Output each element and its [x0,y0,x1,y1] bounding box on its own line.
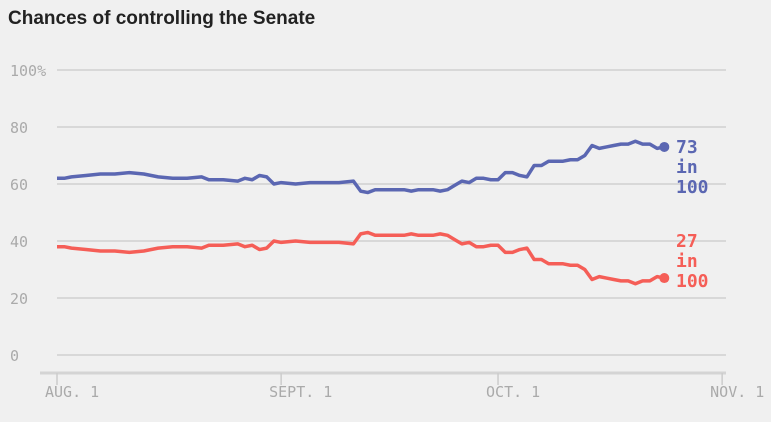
red-end-label: in [676,251,698,272]
blue-end-label: in [676,157,698,178]
x-tick-label: NOV. 1 [710,383,764,401]
blue-series-line [57,139,665,195]
red-series-line [57,230,665,286]
blue-end-label: 73 [676,137,698,158]
x-tick-label: AUG. 1 [45,383,99,401]
chart-title: Chances of controlling the Senate [8,8,316,29]
y-tick-label: 80 [10,119,28,137]
y-tick-label: 0 [10,347,19,365]
x-tick-label: OCT. 1 [486,383,540,401]
y-tick-label: 20 [10,290,28,308]
y-tick-label: 100% [10,62,46,80]
red-end-label: 100 [676,271,709,292]
red-end-point [659,273,670,284]
red-end-label: 27 [676,231,698,252]
blue-end-label: 100 [676,177,709,198]
blue-end-point [659,141,670,152]
y-tick-label: 40 [10,233,28,251]
y-tick-label: 60 [10,176,28,194]
x-tick-label: SEPT. 1 [269,383,332,401]
